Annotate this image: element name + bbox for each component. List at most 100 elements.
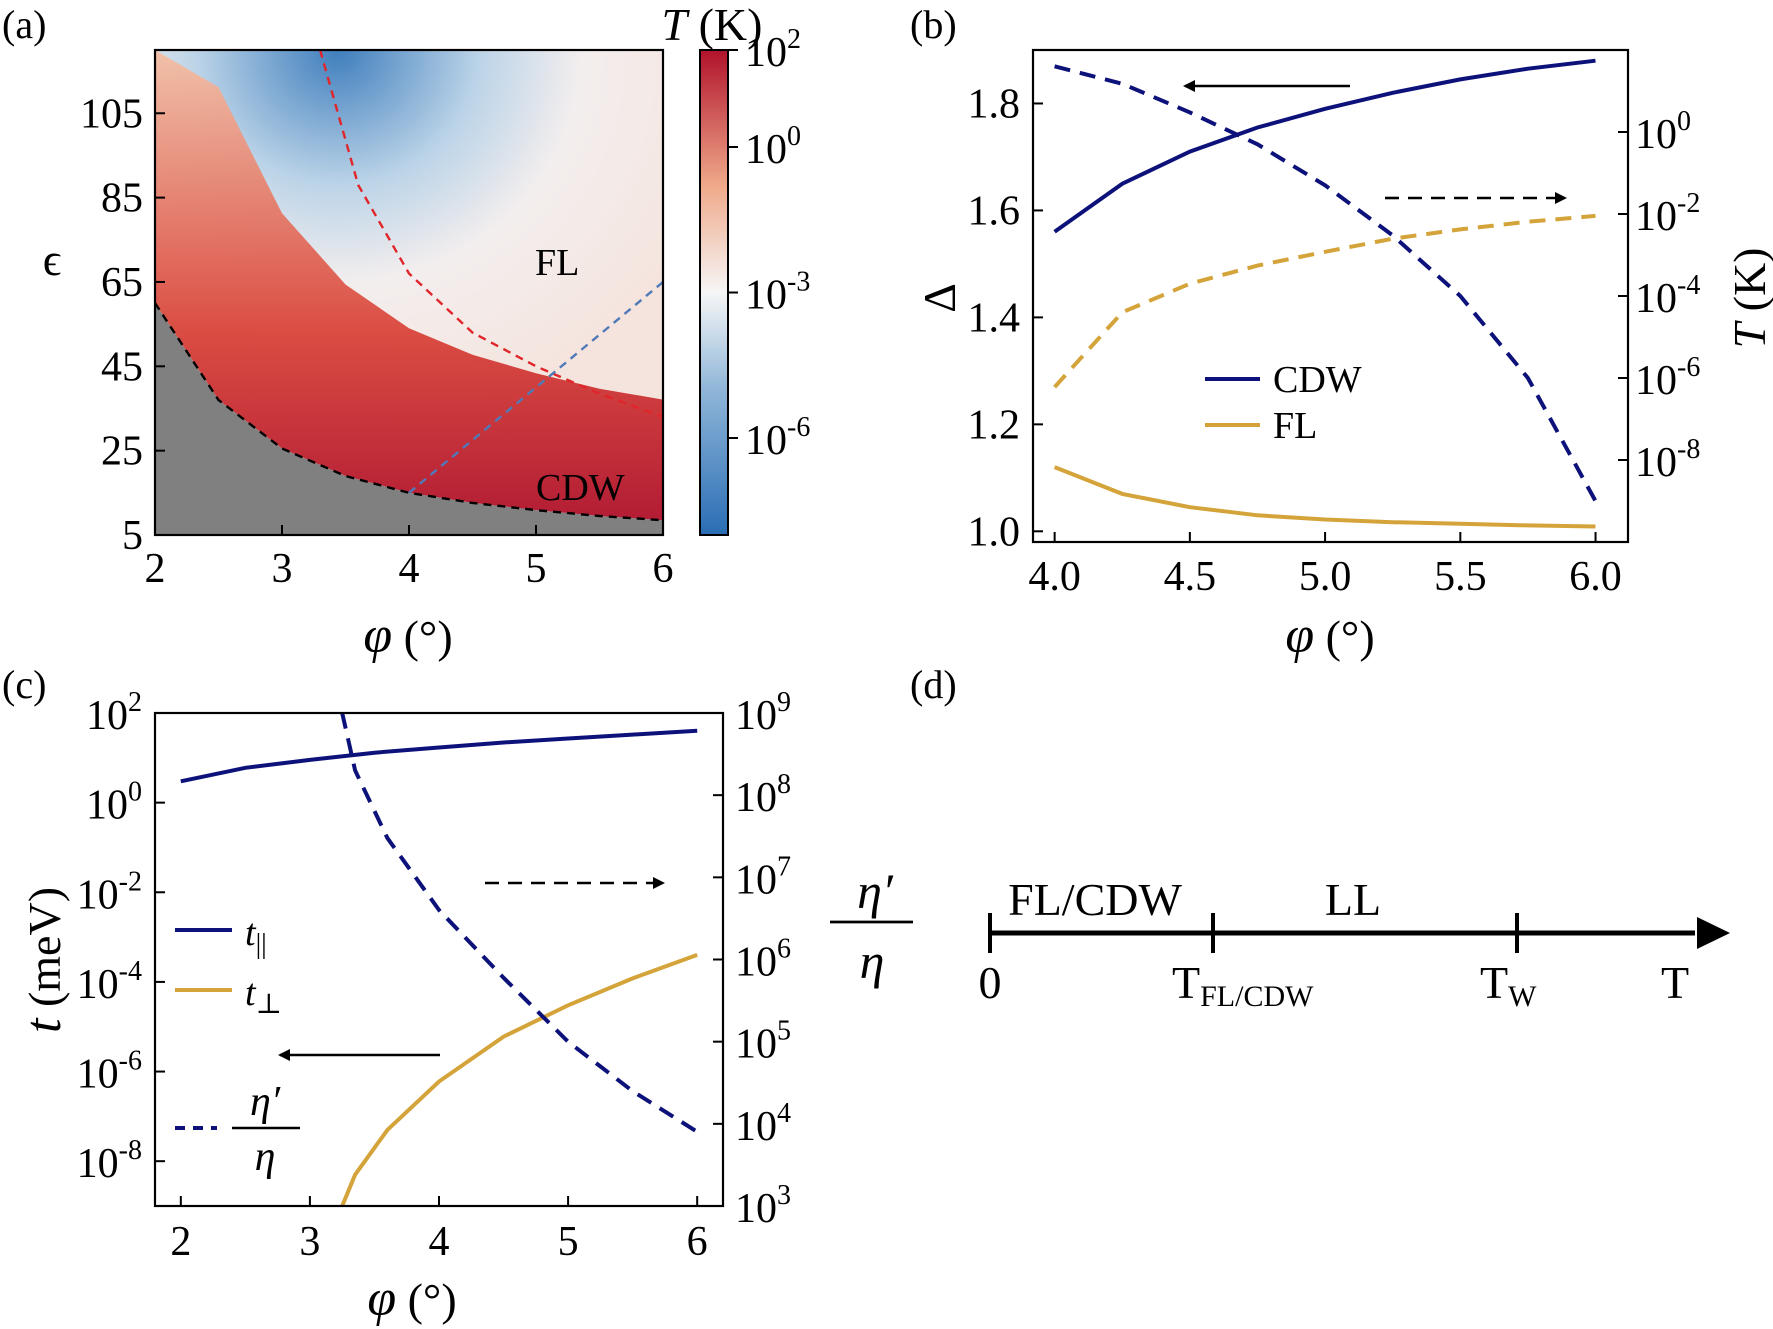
- y-tick-label: 10-8: [77, 1135, 142, 1187]
- panel-d: FL/CDW LL 0 TFL/CDW TW T: [979, 874, 1730, 1013]
- y-tick-label: 1.4: [968, 295, 1021, 341]
- x-tick-label: 2: [170, 1219, 191, 1265]
- y2-axis-label-c-den: η: [860, 933, 885, 989]
- panel-label-c: (c): [2, 662, 46, 707]
- y2-tick-label: 108: [735, 769, 791, 821]
- x-tick-label: 5: [526, 546, 547, 592]
- panel-label-a: (a): [2, 2, 46, 47]
- x-tick-label: 4.5: [1164, 554, 1217, 600]
- series-line-fl-dashed: [1053, 213, 1596, 389]
- y-tick-label: 5: [122, 513, 143, 559]
- legend-eta-den: η: [255, 1134, 276, 1180]
- series-line-t-perp: [340, 953, 698, 1206]
- y-tick-label: 102: [86, 687, 142, 739]
- colorbar-tick-label: 102: [745, 24, 801, 76]
- x-tick-label: 6: [687, 1219, 708, 1265]
- x-ticks-b: 4.0 4.5 5.0 5.5 6.0: [1028, 532, 1622, 600]
- series-line-eta-ratio: [340, 713, 699, 1134]
- x-axis-label-c: φ (°): [367, 1270, 456, 1327]
- y-tick-label: 1.8: [968, 81, 1021, 127]
- frame-c: [153, 711, 725, 1208]
- tick-label-t-fl-cdw: TFL/CDW: [1172, 957, 1314, 1013]
- legend-label-cdw: CDW: [1273, 359, 1362, 401]
- legend-label-t-perp: t⊥: [245, 972, 282, 1020]
- y-tick-label: 45: [101, 344, 143, 390]
- x-tick-label: 5.5: [1434, 554, 1487, 600]
- colorbar-tick-label: 10-6: [745, 412, 810, 464]
- series-line-t-par: [180, 728, 698, 784]
- y-tick-label: 1.6: [968, 188, 1021, 234]
- x-axis-label-b: φ (°): [1285, 607, 1374, 664]
- y2-tick-label: 10-4: [1635, 270, 1700, 322]
- colorbar-label: T (K): [662, 0, 763, 50]
- y2-tick-label: 100: [1635, 106, 1691, 158]
- y2-axis-label-c-num: η′: [857, 863, 894, 919]
- x-ticks-c: 2 3 4 5 6: [170, 1196, 708, 1265]
- series-group-b: [1053, 58, 1598, 529]
- panel-b: 4.0 4.5 5.0 5.5 6.0 1.0 1.2 1.4 1.6 1.8 100 10-2 1…: [914, 48, 1773, 664]
- y-tick-label: 65: [101, 260, 143, 306]
- panel-label-d: (d): [910, 662, 957, 707]
- y2-tick-label: 106: [735, 934, 791, 986]
- x-ticks-a: 2 3 4 5 6: [145, 525, 674, 592]
- temperature-arrowhead: [1697, 917, 1730, 949]
- y2-ticks-c: 109 108 107 106 105 104 103: [713, 687, 791, 1232]
- y-axis-label-a: ϵ: [43, 234, 62, 285]
- y2-tick-label: 10-8: [1635, 434, 1700, 486]
- region-label-ll: LL: [1325, 874, 1381, 925]
- series-line-fl-solid: [1053, 465, 1596, 529]
- region-label-fl-cdw: FL/CDW: [1008, 874, 1182, 925]
- x-axis-label-a: φ (°): [363, 607, 452, 664]
- y2-ticks-b: 100 10-2 10-4 10-6 10-8: [1618, 106, 1700, 486]
- series-line-cdw-solid: [1053, 58, 1596, 234]
- y-tick-label: 100: [86, 777, 142, 829]
- y2-tick-label: 104: [735, 1098, 791, 1150]
- colorbar: [699, 49, 729, 536]
- tick-label-zero: 0: [979, 957, 1002, 1008]
- legend-label-fl: FL: [1273, 405, 1317, 447]
- legend-label-t-par: t||: [245, 912, 267, 960]
- y2-axis-label-b: T (K): [1724, 248, 1773, 349]
- heatmap-gray-region: [155, 303, 663, 535]
- x-tick-label: 2: [145, 546, 166, 592]
- region-label-cdw: CDW: [536, 467, 625, 509]
- region-label-fl: FL: [535, 242, 579, 284]
- x-tick-label: 3: [299, 1219, 320, 1265]
- y-tick-label: 10-2: [77, 866, 142, 918]
- y2-tick-label: 107: [735, 851, 791, 903]
- legend-eta-num: η′: [250, 1079, 281, 1125]
- y-axis-label-c: t (meV): [15, 887, 72, 1033]
- x-tick-label: 6: [653, 546, 674, 592]
- x-tick-label: 4: [399, 546, 420, 592]
- y-tick-label: 10-4: [77, 956, 142, 1008]
- y-ticks-b: 1.0 1.2 1.4 1.6 1.8: [968, 81, 1043, 555]
- y-tick-label: 25: [101, 429, 143, 475]
- y-tick-label: 1.2: [968, 402, 1021, 448]
- tick-label-t-w: TW: [1480, 957, 1537, 1013]
- y-tick-label: 1.0: [968, 509, 1021, 555]
- x-tick-label: 6.0: [1569, 554, 1622, 600]
- x-tick-label: 3: [272, 546, 293, 592]
- y-ticks-c: 102 100 10-2 10-4 10-6 10-8: [77, 687, 165, 1187]
- axis-label-t: T: [1661, 957, 1689, 1008]
- x-tick-label: 4: [429, 1219, 450, 1265]
- x-tick-label: 5.0: [1299, 554, 1352, 600]
- frame-b: [1031, 48, 1630, 544]
- y-tick-label: 105: [80, 91, 143, 137]
- y-tick-label: 10-6: [77, 1046, 142, 1098]
- colorbar-tick-label: 10-3: [745, 267, 810, 319]
- y2-tick-label: 10-2: [1635, 188, 1700, 240]
- x-tick-label: 4.0: [1028, 554, 1081, 600]
- x-tick-label: 5: [558, 1219, 579, 1265]
- y2-tick-label: 105: [735, 1016, 791, 1068]
- y2-tick-label: 103: [735, 1180, 791, 1232]
- y2-tick-label: 109: [735, 687, 791, 739]
- heatmap-cdw-band: [155, 50, 663, 521]
- red-dashed-curve: [318, 49, 664, 419]
- y-tick-label: 85: [101, 176, 143, 222]
- boundary-curve: [153, 302, 664, 522]
- colorbar-ticks: 102 100 10-3 10-6: [728, 24, 810, 464]
